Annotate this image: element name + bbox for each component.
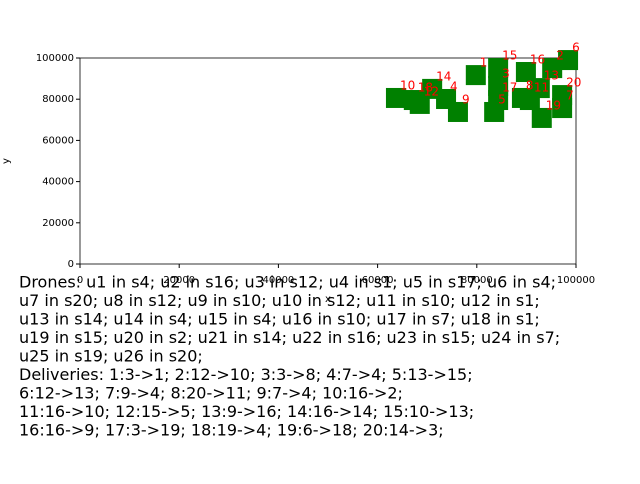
station-label: 14 xyxy=(436,69,451,83)
station-label: 1 xyxy=(480,56,488,70)
station-node xyxy=(422,78,443,99)
station-label: 12 xyxy=(424,84,439,98)
station-label: 5 xyxy=(498,92,506,106)
station-label: 16 xyxy=(530,53,545,67)
station-label: 11 xyxy=(534,81,549,95)
station-node xyxy=(515,62,536,83)
station-node xyxy=(542,58,563,79)
station-label: 10 xyxy=(400,78,415,92)
station-node xyxy=(403,90,424,111)
station-node xyxy=(531,107,552,128)
station-label: 15 xyxy=(502,49,517,63)
y-tick-label: 100000 xyxy=(36,53,74,64)
y-tick-label: 40000 xyxy=(42,177,74,188)
station-label: 2 xyxy=(556,49,564,63)
station-label: 8 xyxy=(526,78,534,92)
station-node xyxy=(558,50,579,71)
station-node xyxy=(529,78,550,99)
station-label: 6 xyxy=(572,41,580,55)
y-tick-label: 20000 xyxy=(42,218,74,229)
station-node xyxy=(488,90,509,111)
x-tick-label: 20000 xyxy=(163,275,195,286)
x-tick-label: 0 xyxy=(77,275,83,286)
station-node xyxy=(385,87,406,108)
station-label: 20 xyxy=(566,76,581,90)
x-tick-label: 40000 xyxy=(262,275,294,286)
x-tick-label: 60000 xyxy=(362,275,394,286)
info-line: u13 in s14; u14 in s4; u15 in s4; u16 in… xyxy=(19,310,540,329)
station-node xyxy=(488,58,509,79)
info-line: u7 in s20; u8 in s12; u9 in s10; u10 in … xyxy=(19,291,540,310)
station-label: 4 xyxy=(450,79,458,93)
x-tick-label: 80000 xyxy=(461,275,493,286)
axes-frame xyxy=(79,57,577,265)
station-node xyxy=(552,85,573,106)
station-label: 18 xyxy=(418,81,433,95)
y-tick-label: 60000 xyxy=(42,135,74,146)
info-line: 11:16->10; 12:15->5; 13:9->16; 14:16->14… xyxy=(19,402,474,421)
station-label: 7 xyxy=(566,89,574,103)
info-line: Deliveries: 1:3->1; 2:12->10; 3:3->8; 4:… xyxy=(19,365,473,384)
station-label: 17 xyxy=(502,81,517,95)
station-label: 3 xyxy=(502,67,510,81)
station-label: 19 xyxy=(546,98,561,112)
info-line: 6:12->13; 7:9->4; 8:20->11; 9:7->4; 10:1… xyxy=(19,384,403,403)
info-line: 16:16->9; 17:3->19; 18:19->4; 19:6->18; … xyxy=(19,421,444,440)
station-label: 9 xyxy=(462,92,470,106)
info-line: u19 in s15; u20 in s2; u21 in s14; u22 i… xyxy=(19,328,560,347)
y-tick-label: 0 xyxy=(68,259,74,270)
y-tick-label: 80000 xyxy=(42,94,74,105)
station-label: 13 xyxy=(544,69,559,83)
x-tick-label: 100000 xyxy=(557,275,595,286)
y-axis-label: y xyxy=(1,158,12,164)
station-node xyxy=(465,65,486,86)
info-line: Drones: u1 in s4; u2 in s16; u3 in s12; … xyxy=(19,273,556,292)
x-axis-label: x xyxy=(325,294,331,305)
info-line: u25 in s19; u26 in s20; xyxy=(19,347,203,366)
station-node xyxy=(447,101,468,122)
